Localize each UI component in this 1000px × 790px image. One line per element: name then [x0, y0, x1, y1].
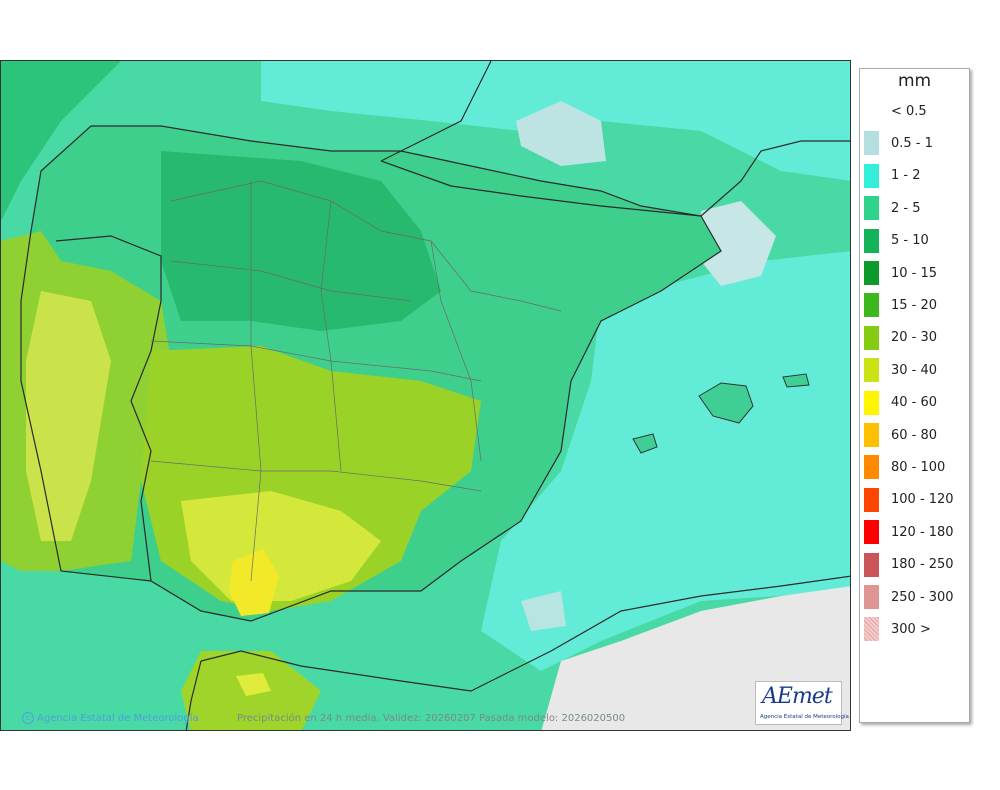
legend-label: 60 - 80 [891, 427, 938, 443]
legend-label: 250 - 300 [891, 589, 954, 605]
legend-swatch [864, 228, 879, 253]
legend-label: 10 - 15 [891, 265, 938, 281]
legend-label: 40 - 60 [891, 395, 938, 411]
precip-zone-5-10-atlantic [1, 61, 121, 221]
precipitation-map [0, 60, 851, 731]
legend-swatch [864, 196, 879, 221]
legend-swatch [864, 520, 879, 545]
legend-swatch [864, 617, 879, 642]
precip-zone-40-60 [229, 549, 279, 616]
legend-item: 0.5 - 1 [864, 130, 933, 156]
precip-zone-1-2-med [481, 251, 850, 671]
island-menorca [782, 373, 810, 388]
precipitation-legend: mm < 0.5 0.5 - 1 1 - 2 2 - 5 5 - 10 10 - 15 15… [859, 68, 970, 723]
legend-swatch [864, 358, 879, 383]
legend-swatch [864, 455, 879, 480]
legend-label: 0.5 - 1 [891, 135, 933, 151]
legend-label: 180 - 250 [891, 557, 954, 573]
legend-swatch [864, 585, 879, 609]
legend-swatch [864, 390, 879, 415]
legend-item: 300 > [864, 616, 931, 642]
legend-item: 250 - 300 [864, 584, 954, 610]
legend-swatch [864, 325, 879, 350]
legend-label: 100 - 120 [891, 492, 954, 508]
france-coast [700, 140, 850, 217]
france-border [380, 160, 702, 217]
legend-item: 1 - 2 [864, 163, 921, 189]
legend-label: < 0.5 [891, 103, 927, 119]
legend-swatch [864, 552, 879, 577]
legend-label: 80 - 100 [891, 459, 946, 475]
legend-label: 2 - 5 [891, 200, 921, 216]
credit-agency-text: Agencia Estatal de Meteorología [37, 712, 199, 724]
aemet-logo: AEmet Agencia Estatal de Meteorología [755, 681, 849, 725]
island-mallorca [698, 382, 754, 424]
legend-item: 5 - 10 [864, 228, 929, 254]
legend-label: 1 - 2 [891, 168, 921, 184]
precip-zone-0-5-1-catalonia [701, 201, 776, 286]
legend-swatch [864, 261, 879, 285]
legend-item: 30 - 40 [864, 357, 937, 383]
legend-swatch [864, 423, 879, 447]
precip-zone-30-40-andalusia [181, 491, 381, 601]
legend-label: 120 - 180 [891, 524, 954, 540]
logo-wordmark: AEmet [762, 684, 833, 709]
legend-title: mm [897, 71, 932, 91]
legend-swatch [864, 99, 879, 123]
island-ibiza [632, 433, 658, 454]
legend-label: 300 > [891, 621, 931, 637]
legend-swatch [864, 163, 879, 188]
legend-label: 15 - 20 [891, 297, 938, 313]
precip-zone-0-5-1-gulf [516, 101, 606, 166]
legend-swatch [864, 293, 879, 318]
legend-item: 60 - 80 [864, 422, 937, 448]
france-atlantic-coast [380, 61, 492, 162]
legend-item: 40 - 60 [864, 390, 937, 416]
precip-zone-30-40-portugal [26, 291, 111, 541]
precip-zone-0-5-1-south [521, 591, 566, 631]
logo-subtitle: Agencia Estatal de Meteorología [760, 714, 849, 720]
legend-item: 15 - 20 [864, 292, 937, 318]
legend-item: 180 - 250 [864, 552, 954, 578]
legend-item: 20 - 30 [864, 325, 937, 351]
credit-model-info: Precipitación en 24 h media. Validez: 20… [237, 713, 626, 724]
legend-item: 120 - 180 [864, 519, 954, 545]
legend-label: 5 - 10 [891, 233, 929, 249]
portugal-border [55, 235, 162, 582]
africa-west-coast [185, 660, 202, 730]
legend-item: 2 - 5 [864, 195, 921, 221]
legend-item: 100 - 120 [864, 487, 954, 513]
region-borders [150, 180, 562, 582]
legend-item: 10 - 15 [864, 260, 937, 286]
precip-zone-5-10 [161, 151, 441, 331]
legend-swatch [864, 131, 879, 156]
precip-zone-30-40-africa [236, 673, 271, 696]
map-canvas [1, 61, 850, 730]
peninsula-coastline [20, 125, 722, 622]
legend-item: < 0.5 [864, 98, 927, 124]
legend-label: 20 - 30 [891, 330, 938, 346]
legend-swatch [864, 487, 879, 512]
legend-label: 30 - 40 [891, 362, 938, 378]
africa-coast [200, 575, 850, 692]
legend-item: 80 - 100 [864, 454, 945, 480]
copyright-icon: c [22, 712, 34, 724]
credit-agency: c Agencia Estatal de Meteorología [22, 712, 199, 724]
